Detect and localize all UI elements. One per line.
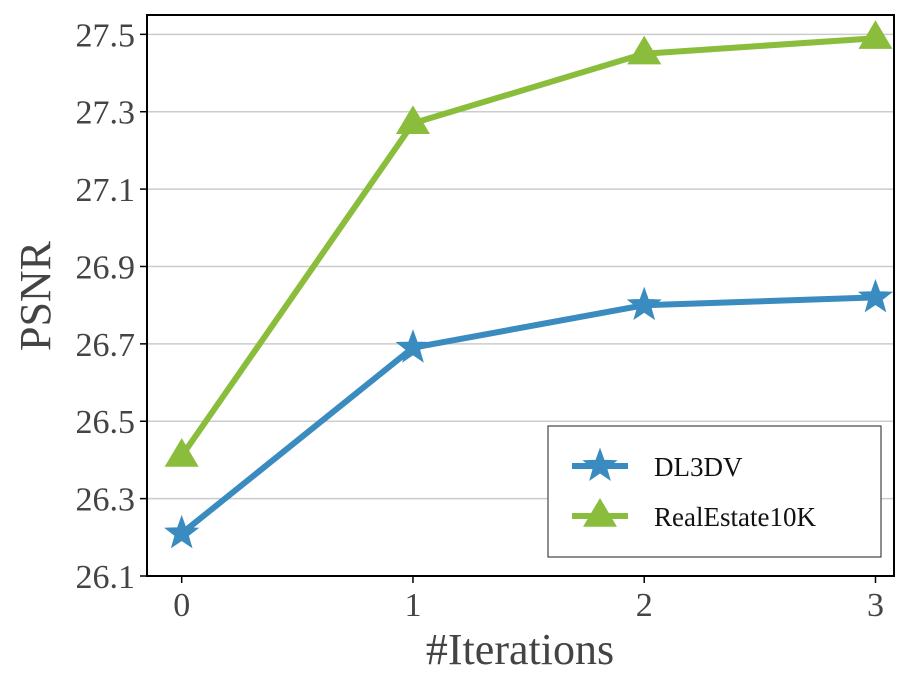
data-point-realestate10k (395, 105, 430, 134)
data-point-dl3dv (164, 514, 200, 549)
data-point-dl3dv (857, 278, 894, 313)
y-tick-label: 27.5 (76, 17, 136, 54)
gridlines (147, 33, 894, 577)
data-point-realestate10k (858, 20, 893, 49)
legend-label-dl3dv: DL3DV (654, 452, 743, 482)
legend-box (547, 425, 882, 558)
x-tick-label: 1 (404, 587, 421, 624)
data-point-realestate10k (164, 438, 199, 467)
y-axis-title: PSNR (11, 240, 60, 351)
tick-layer: 26.1 26.3 26.5 26.7 26.9 27.1 27.3 27.5 0 1 2 3 (76, 17, 884, 624)
series-layer (164, 20, 894, 549)
x-tick-label: 3 (867, 587, 884, 624)
x-tick-label: 2 (636, 587, 653, 624)
series-line-realestate10k (178, 35, 879, 460)
y-tick-label: 26.7 (76, 327, 136, 364)
series-line-dl3dv (178, 294, 879, 537)
data-point-dl3dv (626, 286, 662, 321)
y-tick-label: 26.3 (76, 482, 136, 519)
y-tick-label: 26.5 (76, 404, 136, 441)
legend-marker-dl3dv (582, 447, 618, 481)
x-tick-label: 0 (173, 587, 190, 624)
y-tick-label: 27.3 (76, 95, 136, 132)
legend-marker-realestate10k (583, 498, 617, 527)
legend-label-realestate10k: RealEstate10K (654, 502, 816, 532)
legend: DL3DV RealEstate10K (547, 425, 882, 558)
x-axis-title: #Iterations (426, 625, 614, 674)
data-point-dl3dv (395, 329, 431, 363)
y-tick-label: 26.9 (76, 249, 136, 286)
y-tick-label: 26.1 (76, 559, 136, 596)
plot-frame (146, 14, 895, 577)
y-tick-label: 27.1 (76, 172, 136, 209)
data-point-realestate10k (627, 35, 662, 65)
